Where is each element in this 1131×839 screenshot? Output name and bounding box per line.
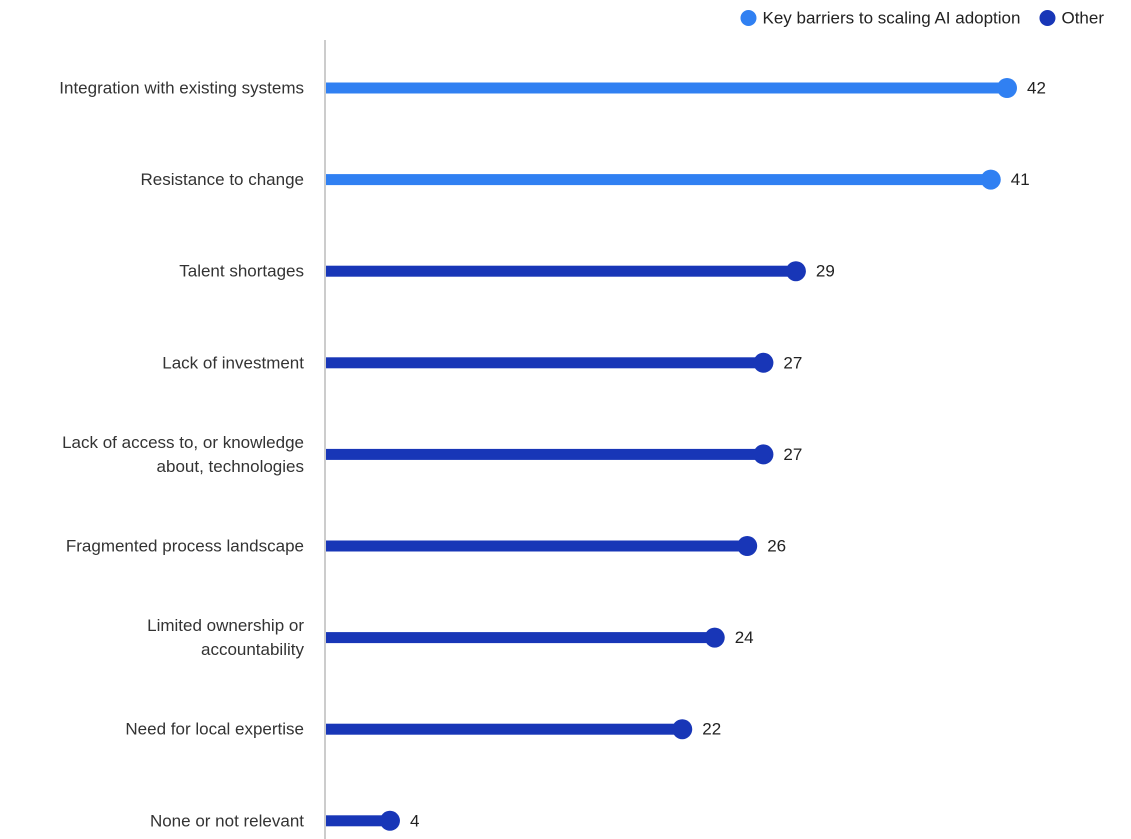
data-label: 24 <box>735 628 754 647</box>
legend: Other Key barriers to scaling AI adoption <box>740 9 1104 28</box>
category-label: Lack of access to, or knowledge <box>62 433 304 452</box>
category-label: Fragmented process landscape <box>66 537 304 556</box>
bar-row: Fragmented process landscape 26 <box>66 536 786 556</box>
legend-item: Other <box>1039 9 1104 28</box>
data-label: 4 <box>410 811 419 830</box>
category-label: about, technologies <box>157 457 304 476</box>
data-label: 27 <box>783 445 802 464</box>
data-label: 42 <box>1027 79 1046 98</box>
bar-row: Talent shortages 29 <box>179 261 835 282</box>
bar-end-dot <box>997 78 1017 98</box>
bar-end-dot <box>672 719 693 740</box>
category-label: None or not relevant <box>150 811 304 830</box>
category-label: accountability <box>201 640 305 659</box>
category-label: Limited ownership or <box>147 616 304 635</box>
bar-end-dot <box>753 444 774 465</box>
bar <box>326 265 796 277</box>
bar <box>326 357 764 369</box>
bar-row: Integration with existing systems 42 <box>59 78 1046 98</box>
data-label: 27 <box>783 353 802 372</box>
category-label: Resistance to change <box>141 170 305 189</box>
bar-row: Lack of investment 27 <box>162 352 802 373</box>
category-label: Need for local expertise <box>125 720 304 739</box>
data-label: 41 <box>1011 170 1030 189</box>
legend-marker <box>1039 10 1056 26</box>
bar <box>326 448 764 460</box>
bar <box>326 540 748 552</box>
bar-end-dot <box>753 352 774 373</box>
legend-item: Key barriers to scaling AI adoption <box>740 9 1020 28</box>
bars: Integration with existing systems 42 Resis… <box>59 78 1046 831</box>
data-label: 22 <box>702 720 721 739</box>
legend-marker <box>740 10 757 26</box>
data-label: 26 <box>767 537 786 556</box>
bar-row: Need for local expertise 22 <box>125 719 721 740</box>
bar-end-dot <box>379 810 400 831</box>
bar-end-dot <box>980 169 1001 190</box>
bar <box>326 723 683 735</box>
legend-label: Key barriers to scaling AI adoption <box>762 9 1020 28</box>
bar-row: None or not relevant 4 <box>150 810 419 831</box>
bar <box>326 82 1007 94</box>
bar-end-dot <box>785 261 806 282</box>
category-label: Integration with existing systems <box>59 79 304 98</box>
bar <box>326 815 390 827</box>
legend-label: Other <box>1061 9 1104 28</box>
category-label: Talent shortages <box>179 262 304 281</box>
data-label: 29 <box>816 262 835 281</box>
bar-row: Limited ownership or accountability 24 <box>147 616 753 659</box>
category-label: Lack of investment <box>162 353 304 372</box>
bar-row: Lack of access to, or knowledge about, te… <box>62 433 802 476</box>
bar-end-dot <box>737 536 758 556</box>
bar-end-dot <box>704 627 725 648</box>
bar-row: Resistance to change 41 <box>141 169 1030 190</box>
bar <box>326 174 991 186</box>
bar <box>326 632 715 644</box>
